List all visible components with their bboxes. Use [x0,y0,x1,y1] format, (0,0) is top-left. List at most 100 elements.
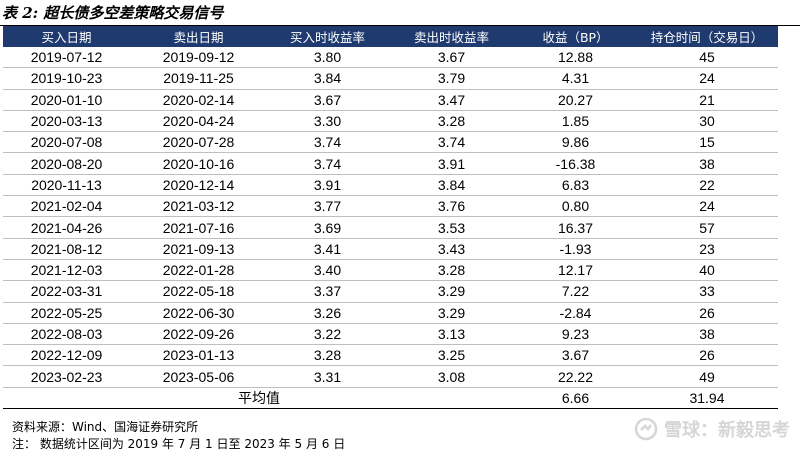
cell-buy-yield: 3.30 [267,110,388,133]
cell-return-bp: -16.38 [515,152,636,175]
cell-buy-date: 2023-02-23 [3,365,130,388]
table-row: 2019-07-12 2019-09-12 3.80 3.67 12.88 45 [3,47,778,69]
trade-signal-table: 买入日期 卖出日期 买入时收益率 卖出时收益率 收益（BP） 持仓时间（交易日）… [3,26,778,410]
cell-buy-yield: 3.67 [267,89,388,111]
table-row: 2020-07-08 2020-07-28 3.74 3.74 9.86 15 [3,131,778,154]
table-title: 表 2: 超长债多空差策略交易信号 [2,4,224,22]
cell-buy-date: 2019-10-23 [3,67,130,90]
cell-buy-yield: 3.84 [267,67,388,90]
cell-sell-yield: 3.43 [388,238,515,260]
cell-return-bp: 7.22 [515,280,636,303]
cell-return-bp: 3.67 [515,344,636,367]
cell-return-bp: 1.85 [515,110,636,133]
header-holding-days: 持仓时间（交易日） [636,26,778,47]
cell-sell-date: 2020-07-28 [130,131,267,154]
cell-sell-date: 2019-11-25 [130,67,267,90]
cell-return-bp: 20.27 [515,89,636,111]
cell-buy-yield: 3.37 [267,280,388,303]
cell-buy-date: 2021-02-04 [3,195,130,218]
cell-holding-days: 15 [636,131,778,154]
cell-buy-date: 2020-07-08 [3,131,130,154]
cell-buy-date: 2022-12-09 [3,344,130,367]
average-return-bp: 6.66 [515,387,636,410]
header-buy-yield: 买入时收益率 [267,26,388,47]
header-sell-date: 卖出日期 [130,26,267,47]
cell-return-bp: -2.84 [515,302,636,324]
cell-sell-date: 2022-09-26 [130,323,267,346]
cell-sell-yield: 3.28 [388,110,515,133]
source-note: 资料来源：Wind、国海证券研究所 [12,420,199,434]
header-sell-yield: 卖出时收益率 [388,26,515,47]
header-return-bp: 收益（BP） [515,26,636,47]
title-divider [0,25,800,26]
cell-sell-yield: 3.91 [388,152,515,175]
cell-sell-date: 2022-01-28 [130,259,267,282]
cell-sell-yield: 3.84 [388,174,515,197]
cell-return-bp: 9.23 [515,323,636,346]
cell-buy-yield: 3.91 [267,174,388,197]
cell-buy-yield: 3.41 [267,238,388,260]
cell-holding-days: 26 [636,344,778,367]
table-row: 2021-12-03 2022-01-28 3.40 3.28 12.17 40 [3,259,778,282]
cell-holding-days: 49 [636,365,778,388]
cell-sell-yield: 3.53 [388,216,515,239]
cell-buy-yield: 3.26 [267,302,388,324]
cell-sell-date: 2020-12-14 [130,174,267,197]
average-holding-days: 31.94 [636,387,778,410]
table-row: 2022-08-03 2022-09-26 3.22 3.13 9.23 38 [3,323,778,346]
cell-sell-date: 2019-09-12 [130,47,267,69]
watermark-text: 雪球：新毅思考 [664,420,790,441]
average-row: 平均值 6.66 31.94 [3,387,778,410]
cell-buy-yield: 3.74 [267,152,388,175]
cell-holding-days: 38 [636,323,778,346]
cell-sell-yield: 3.74 [388,131,515,154]
cell-buy-yield: 3.74 [267,131,388,154]
cell-return-bp: 6.83 [515,174,636,197]
cell-sell-date: 2020-04-24 [130,110,267,133]
cell-buy-date: 2021-04-26 [3,216,130,239]
cell-sell-yield: 3.29 [388,280,515,303]
table-row: 2020-11-13 2020-12-14 3.91 3.84 6.83 22 [3,174,778,197]
cell-buy-yield: 3.80 [267,47,388,69]
cell-buy-yield: 3.22 [267,323,388,346]
cell-holding-days: 45 [636,47,778,69]
cell-sell-yield: 3.08 [388,365,515,388]
cell-buy-date: 2020-08-20 [3,152,130,175]
cell-buy-date: 2020-03-13 [3,110,130,133]
header-buy-date: 买入日期 [3,26,130,47]
cell-buy-date: 2020-01-10 [3,89,130,111]
cell-return-bp: 16.37 [515,216,636,239]
cell-buy-date: 2019-07-12 [3,47,130,69]
cell-sell-date: 2020-10-16 [130,152,267,175]
cell-return-bp: 4.31 [515,67,636,90]
cell-return-bp: 22.22 [515,365,636,388]
cell-return-bp: 9.86 [515,131,636,154]
cell-sell-date: 2022-05-18 [130,280,267,303]
watermark: 雪球：新毅思考 [634,416,790,442]
cell-holding-days: 24 [636,67,778,90]
cell-sell-yield: 3.29 [388,302,515,324]
cell-sell-date: 2021-09-13 [130,238,267,260]
cell-sell-yield: 3.79 [388,67,515,90]
cell-buy-yield: 3.40 [267,259,388,282]
table-row: 2021-08-12 2021-09-13 3.41 3.43 -1.93 23 [3,238,778,260]
table-row: 2020-08-20 2020-10-16 3.74 3.91 -16.38 38 [3,152,778,175]
cell-holding-days: 33 [636,280,778,303]
cell-sell-yield: 3.13 [388,323,515,346]
cell-holding-days: 38 [636,152,778,175]
cell-buy-date: 2022-03-31 [3,280,130,303]
cell-sell-yield: 3.28 [388,259,515,282]
average-label: 平均值 [3,387,515,410]
cell-buy-date: 2021-08-12 [3,238,130,260]
cell-holding-days: 30 [636,110,778,133]
table-row: 2022-05-25 2022-06-30 3.26 3.29 -2.84 26 [3,302,778,324]
table-row: 2019-10-23 2019-11-25 3.84 3.79 4.31 24 [3,67,778,90]
cell-return-bp: -1.93 [515,238,636,260]
table-row: 2020-03-13 2020-04-24 3.30 3.28 1.85 30 [3,110,778,133]
cell-buy-yield: 3.69 [267,216,388,239]
cell-sell-yield: 3.76 [388,195,515,218]
table-row: 2022-12-09 2023-01-13 3.28 3.25 3.67 26 [3,344,778,367]
cell-holding-days: 22 [636,174,778,197]
period-note: 注： 数据统计区间为 2019 年 7 月 1 日至 2023 年 5 月 6 … [12,437,346,451]
table-header-row: 买入日期 卖出日期 买入时收益率 卖出时收益率 收益（BP） 持仓时间（交易日） [3,26,778,47]
